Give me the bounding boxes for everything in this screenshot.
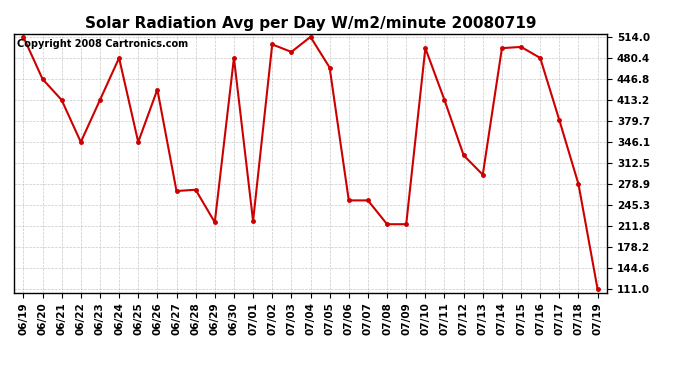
Text: Copyright 2008 Cartronics.com: Copyright 2008 Cartronics.com (17, 39, 188, 49)
Title: Solar Radiation Avg per Day W/m2/minute 20080719: Solar Radiation Avg per Day W/m2/minute … (85, 16, 536, 31)
